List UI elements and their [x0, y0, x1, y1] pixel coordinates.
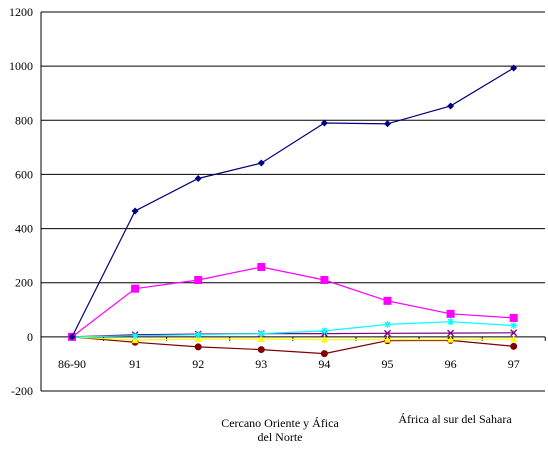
square-marker	[194, 276, 203, 285]
series-line	[71, 321, 514, 338]
triangle-marker	[257, 335, 265, 343]
star-marker	[384, 320, 391, 328]
diamond-marker	[320, 119, 328, 127]
series-line	[71, 332, 514, 338]
series-line	[71, 336, 514, 355]
circle-marker	[510, 342, 518, 350]
star-marker	[194, 331, 202, 339]
triangle-marker	[384, 336, 391, 343]
y-tick-label: 1200	[9, 5, 33, 19]
star-marker	[320, 327, 328, 335]
diamond-marker	[510, 64, 518, 72]
circle-marker	[194, 343, 202, 351]
square-marker	[383, 296, 392, 305]
x-tick-label: 92	[192, 357, 204, 371]
square-marker	[320, 276, 329, 285]
x-tick-label: 94	[318, 357, 330, 371]
y-tick-label: 600	[15, 167, 33, 181]
square-marker	[509, 313, 518, 322]
y-tick-label: 1000	[9, 59, 33, 73]
triangle-marker	[194, 335, 202, 343]
diamond-marker	[384, 120, 391, 128]
diamond-marker	[131, 207, 139, 215]
x-tick-label: 93	[255, 357, 267, 371]
star-marker	[257, 330, 265, 338]
series-line	[71, 266, 514, 338]
x-marker	[447, 329, 455, 337]
square-marker	[257, 263, 266, 272]
y-tick-label: 200	[15, 276, 33, 290]
circle-marker	[320, 350, 328, 358]
x-tick-label: 95	[382, 357, 394, 371]
series-line	[71, 67, 515, 338]
triangle-marker	[447, 336, 455, 343]
legend-label-sub-saharan: África al sur del Sahara	[398, 412, 512, 426]
diamond-marker	[194, 174, 202, 182]
y-tick-label: 0	[27, 330, 33, 344]
x-tick-label: 86-90	[58, 357, 86, 371]
star-marker	[131, 332, 139, 340]
x-tick-label: 96	[445, 357, 457, 371]
y-tick-label: 400	[15, 222, 33, 236]
x-marker	[510, 329, 518, 337]
square-marker	[131, 284, 140, 293]
diamond-marker	[257, 159, 265, 167]
series-line	[71, 336, 514, 341]
triangle-marker	[320, 336, 328, 343]
x-marker	[384, 329, 391, 337]
square-marker	[446, 309, 455, 318]
star-marker	[510, 321, 518, 329]
x-tick-label: 97	[508, 357, 520, 371]
triangle-marker	[131, 336, 139, 344]
circle-marker	[257, 346, 265, 354]
y-tick-label: 800	[15, 113, 33, 127]
star-marker	[447, 318, 455, 326]
legend-label-near-east: Cercano Oriente y Áfica del Norte	[221, 416, 339, 444]
diamond-marker	[68, 333, 76, 341]
x-tick-label: 91	[129, 357, 141, 371]
diamond-marker	[447, 102, 455, 110]
y-tick-label: -200	[11, 384, 33, 398]
triangle-marker	[510, 335, 518, 343]
